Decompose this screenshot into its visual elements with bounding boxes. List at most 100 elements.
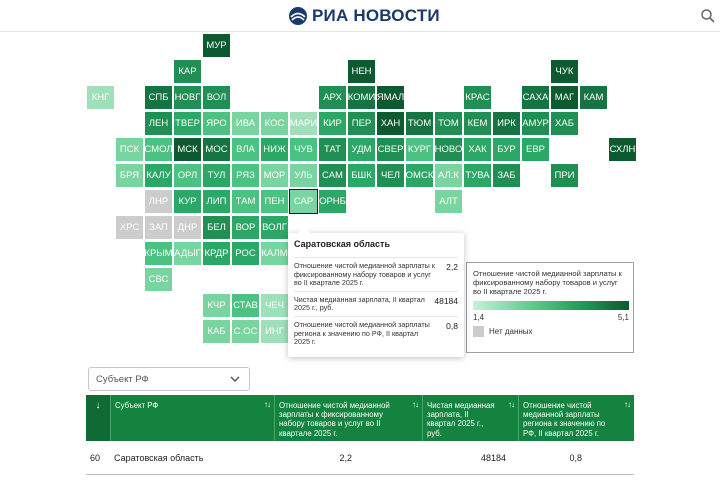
- table-row[interactable]: 60 Саратовская область 2,2 48184 0,8: [86, 441, 634, 475]
- region-tile[interactable]: ТВЕР: [174, 112, 201, 135]
- region-tile[interactable]: БРЯ: [116, 164, 143, 187]
- column-header-label: Отношение чистой медианной зарплаты реги…: [523, 401, 606, 438]
- region-tile[interactable]: ТУВА: [464, 164, 491, 187]
- region-tile[interactable]: СХЛН: [609, 138, 636, 161]
- region-tile[interactable]: ЧЕЧ: [261, 294, 288, 317]
- region-tile[interactable]: ЗАП: [145, 216, 172, 239]
- region-tile[interactable]: МОР: [261, 164, 288, 187]
- region-tile[interactable]: КНГ: [87, 86, 114, 109]
- legend-max: 5,1: [617, 313, 629, 322]
- region-tile[interactable]: НИЖ: [261, 138, 288, 161]
- region-tile[interactable]: ТУЛ: [203, 164, 230, 187]
- region-tile[interactable]: ТОМ: [435, 112, 462, 135]
- region-tile[interactable]: КОС: [261, 112, 288, 135]
- region-tile[interactable]: МАРИ: [290, 112, 317, 135]
- region-tile[interactable]: АДЫГ: [174, 242, 201, 265]
- region-tile[interactable]: НОВГ: [174, 86, 201, 109]
- region-tile[interactable]: С.ОС: [232, 320, 259, 343]
- region-tile[interactable]: АЛТ: [435, 190, 462, 213]
- region-tile[interactable]: ЛЕН: [145, 112, 172, 135]
- region-tile[interactable]: КАБ: [203, 320, 230, 343]
- region-tile[interactable]: СВЕР: [377, 138, 404, 161]
- region-tile[interactable]: ТАМ: [232, 190, 259, 213]
- region-tile[interactable]: АРХ: [319, 86, 346, 109]
- region-tile[interactable]: КРЫМ: [145, 242, 172, 265]
- region-tile[interactable]: СМОЛ: [145, 138, 172, 161]
- region-tile[interactable]: БУР: [493, 138, 520, 161]
- region-tile[interactable]: МУР: [203, 34, 230, 57]
- region-tile[interactable]: ЛНР: [145, 190, 172, 213]
- region-tile[interactable]: КАМ: [580, 86, 607, 109]
- region-tile[interactable]: ХАБ: [551, 112, 578, 135]
- region-tile[interactable]: ТЮМ: [406, 112, 433, 135]
- column-header-salary[interactable]: Чистая медианная зарплата, II квартал 20…: [422, 395, 518, 441]
- region-tile[interactable]: РЯЗ: [232, 164, 259, 187]
- region-tile[interactable]: КРДР: [203, 242, 230, 265]
- region-tile[interactable]: РОС: [232, 242, 259, 265]
- region-tile[interactable]: ТАТ: [319, 138, 346, 161]
- region-tile[interactable]: ОРНБ: [319, 190, 346, 213]
- region-tile[interactable]: ЯМАЛ: [377, 86, 404, 109]
- region-tile[interactable]: ВОЛ: [203, 86, 230, 109]
- region-tile[interactable]: НОВО: [435, 138, 462, 161]
- region-tile[interactable]: САМ: [319, 164, 346, 187]
- column-header-rf-ratio[interactable]: Отношение чистой медианной зарплаты реги…: [518, 395, 634, 441]
- region-tile[interactable]: ПСК: [116, 138, 143, 161]
- region-tile[interactable]: ЧУВ: [290, 138, 317, 161]
- region-tile[interactable]: КАЛУ: [145, 164, 172, 187]
- site-logo[interactable]: РИА НОВОСТИ: [288, 6, 440, 26]
- region-tile[interactable]: ОРЛ: [174, 164, 201, 187]
- region-tile[interactable]: ЛИП: [203, 190, 230, 213]
- region-tile[interactable]: ХРС: [116, 216, 143, 239]
- region-tile[interactable]: ПРИ: [551, 164, 578, 187]
- region-tile[interactable]: ЕВР: [522, 138, 549, 161]
- tooltip-value: 2,2: [446, 262, 458, 272]
- region-tile[interactable]: ВОЛГ: [261, 216, 288, 239]
- region-tile[interactable]: УДМ: [348, 138, 375, 161]
- region-tile[interactable]: СПБ: [145, 86, 172, 109]
- region-tile[interactable]: МОС: [203, 138, 230, 161]
- region-tile[interactable]: ВЛА: [232, 138, 259, 161]
- region-tile[interactable]: ВОР: [232, 216, 259, 239]
- region-tile[interactable]: ОМСК: [406, 164, 433, 187]
- region-tile[interactable]: САР: [289, 189, 318, 214]
- region-tile[interactable]: КЕМ: [464, 112, 491, 135]
- column-header-ratio[interactable]: Отношение чистой медианной зарплаты к фи…: [274, 395, 422, 441]
- region-tile[interactable]: КАР: [174, 60, 201, 83]
- region-tile[interactable]: КУР: [174, 190, 201, 213]
- region-tile[interactable]: ДНР: [174, 216, 201, 239]
- region-tile[interactable]: ИВА: [232, 112, 259, 135]
- region-tile[interactable]: ЗАБ: [493, 164, 520, 187]
- region-tile[interactable]: КАЛМ: [261, 242, 288, 265]
- region-tile[interactable]: ИНГ: [261, 320, 288, 343]
- region-tile[interactable]: ХАН: [377, 112, 404, 135]
- rank-sort-header[interactable]: ↓: [86, 395, 110, 441]
- region-tile[interactable]: ЯРО: [203, 112, 230, 135]
- region-tile[interactable]: ЧУК: [551, 60, 578, 83]
- region-tile[interactable]: СТАВ: [232, 294, 259, 317]
- region-tile[interactable]: КРАС: [464, 86, 491, 109]
- region-tile[interactable]: ИРК: [493, 112, 520, 135]
- region-tile[interactable]: КУРГ: [406, 138, 433, 161]
- region-tile[interactable]: ЧЕЛ: [377, 164, 404, 187]
- region-tile[interactable]: ПЕР: [348, 112, 375, 135]
- region-tile[interactable]: КИР: [319, 112, 346, 135]
- region-tile[interactable]: ПЕН: [261, 190, 288, 213]
- region-tile[interactable]: АМУР: [522, 112, 549, 135]
- region-tile[interactable]: МАГ: [551, 86, 578, 109]
- search-icon[interactable]: [700, 8, 716, 24]
- region-tile[interactable]: САХА: [522, 86, 549, 109]
- region-tile[interactable]: БШК: [348, 164, 375, 187]
- tooltip-value: 48184: [434, 295, 458, 306]
- region-filter-select[interactable]: Субъект РФ: [88, 367, 250, 391]
- column-header-region[interactable]: Субъект РФ ↑↓: [110, 395, 274, 441]
- region-tile[interactable]: ХАК: [464, 138, 491, 161]
- region-tile[interactable]: НЕН: [348, 60, 375, 83]
- region-tile[interactable]: АЛ.К: [435, 164, 462, 187]
- region-tile[interactable]: СВС: [145, 268, 172, 291]
- region-tile[interactable]: БЕЛ: [203, 216, 230, 239]
- region-tile[interactable]: КЧР: [203, 294, 230, 317]
- region-tile[interactable]: КОМИ: [348, 86, 375, 109]
- region-tile[interactable]: МСК: [174, 138, 201, 161]
- region-tile[interactable]: УЛЬ: [290, 164, 317, 187]
